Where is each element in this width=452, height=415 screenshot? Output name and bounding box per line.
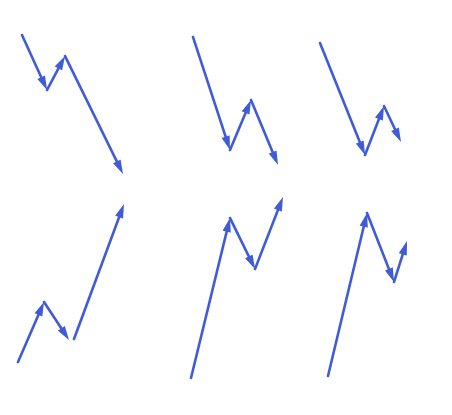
arrow-shaft bbox=[228, 216, 252, 262]
arrow-shaft bbox=[228, 107, 249, 152]
arrow-head-icon bbox=[241, 100, 251, 115]
arrow-shaft bbox=[392, 249, 406, 284]
arrow-panel-2-leg-3 bbox=[249, 98, 278, 165]
arrow-shaft bbox=[382, 104, 399, 135]
arrow-head-icon bbox=[115, 204, 124, 219]
arrow-shaft bbox=[318, 41, 363, 148]
arrow-head-icon bbox=[355, 140, 365, 155]
arrow-shaft bbox=[189, 226, 229, 380]
arrow-shaft bbox=[42, 300, 65, 333]
arrow-panel-3-leg-2 bbox=[363, 106, 384, 157]
arrow-head-icon bbox=[398, 241, 407, 256]
arrow-head-icon bbox=[222, 218, 231, 233]
arrow-shaft bbox=[249, 98, 276, 158]
arrow-panel-2-leg-1 bbox=[191, 35, 230, 150]
arrow-panel-4-leg-1 bbox=[16, 302, 44, 364]
arrow-head-icon bbox=[57, 325, 69, 340]
arrow-panel-6-leg-1 bbox=[326, 213, 368, 378]
arrow-head-icon bbox=[375, 106, 384, 121]
arrow-shaft bbox=[191, 35, 229, 142]
arrow-shaft bbox=[45, 63, 62, 92]
arrow-shaft bbox=[16, 309, 42, 364]
arrow-panel-4-leg-3 bbox=[72, 204, 124, 341]
arrow-shaft bbox=[72, 212, 122, 341]
arrow-panel-2-leg-2 bbox=[228, 100, 251, 152]
arrow-shaft bbox=[63, 54, 120, 167]
arrow-panel-6-leg-3 bbox=[392, 241, 407, 284]
arrow-head-icon bbox=[54, 56, 65, 71]
arrow-head-icon bbox=[391, 127, 401, 142]
arrow-head-icon bbox=[359, 213, 368, 228]
arrow-head-icon bbox=[268, 150, 278, 165]
arrow-head-icon bbox=[37, 75, 47, 90]
arrow-panel-6-leg-2 bbox=[365, 211, 394, 282]
arrow-head-icon bbox=[34, 302, 44, 317]
arrow-shaft bbox=[326, 221, 366, 378]
arrow-head-icon bbox=[113, 159, 123, 174]
arrow-panel-5-leg-3 bbox=[253, 197, 283, 271]
arrow-head-icon bbox=[245, 254, 255, 269]
arrow-shaft bbox=[363, 114, 382, 157]
arrow-panel-3-leg-3 bbox=[382, 104, 401, 142]
arrow-panel-1-leg-2 bbox=[45, 56, 65, 92]
arrow-shaft bbox=[365, 211, 392, 274]
arrow-panel-1-leg-3 bbox=[63, 54, 123, 174]
arrow-shaft bbox=[253, 205, 281, 271]
arrow-panel-5-leg-1 bbox=[189, 218, 231, 380]
arrow-shaft bbox=[20, 33, 45, 83]
arrow-panel-4-leg-2 bbox=[42, 300, 69, 340]
arrow-head-icon bbox=[274, 197, 283, 212]
arrow-panel-5-leg-2 bbox=[228, 216, 255, 269]
arrow-head-icon bbox=[221, 135, 230, 150]
arrow-panel-3-leg-1 bbox=[318, 41, 365, 155]
arrow-head-icon bbox=[384, 267, 394, 282]
arrow-panel-1-leg-1 bbox=[20, 33, 47, 90]
